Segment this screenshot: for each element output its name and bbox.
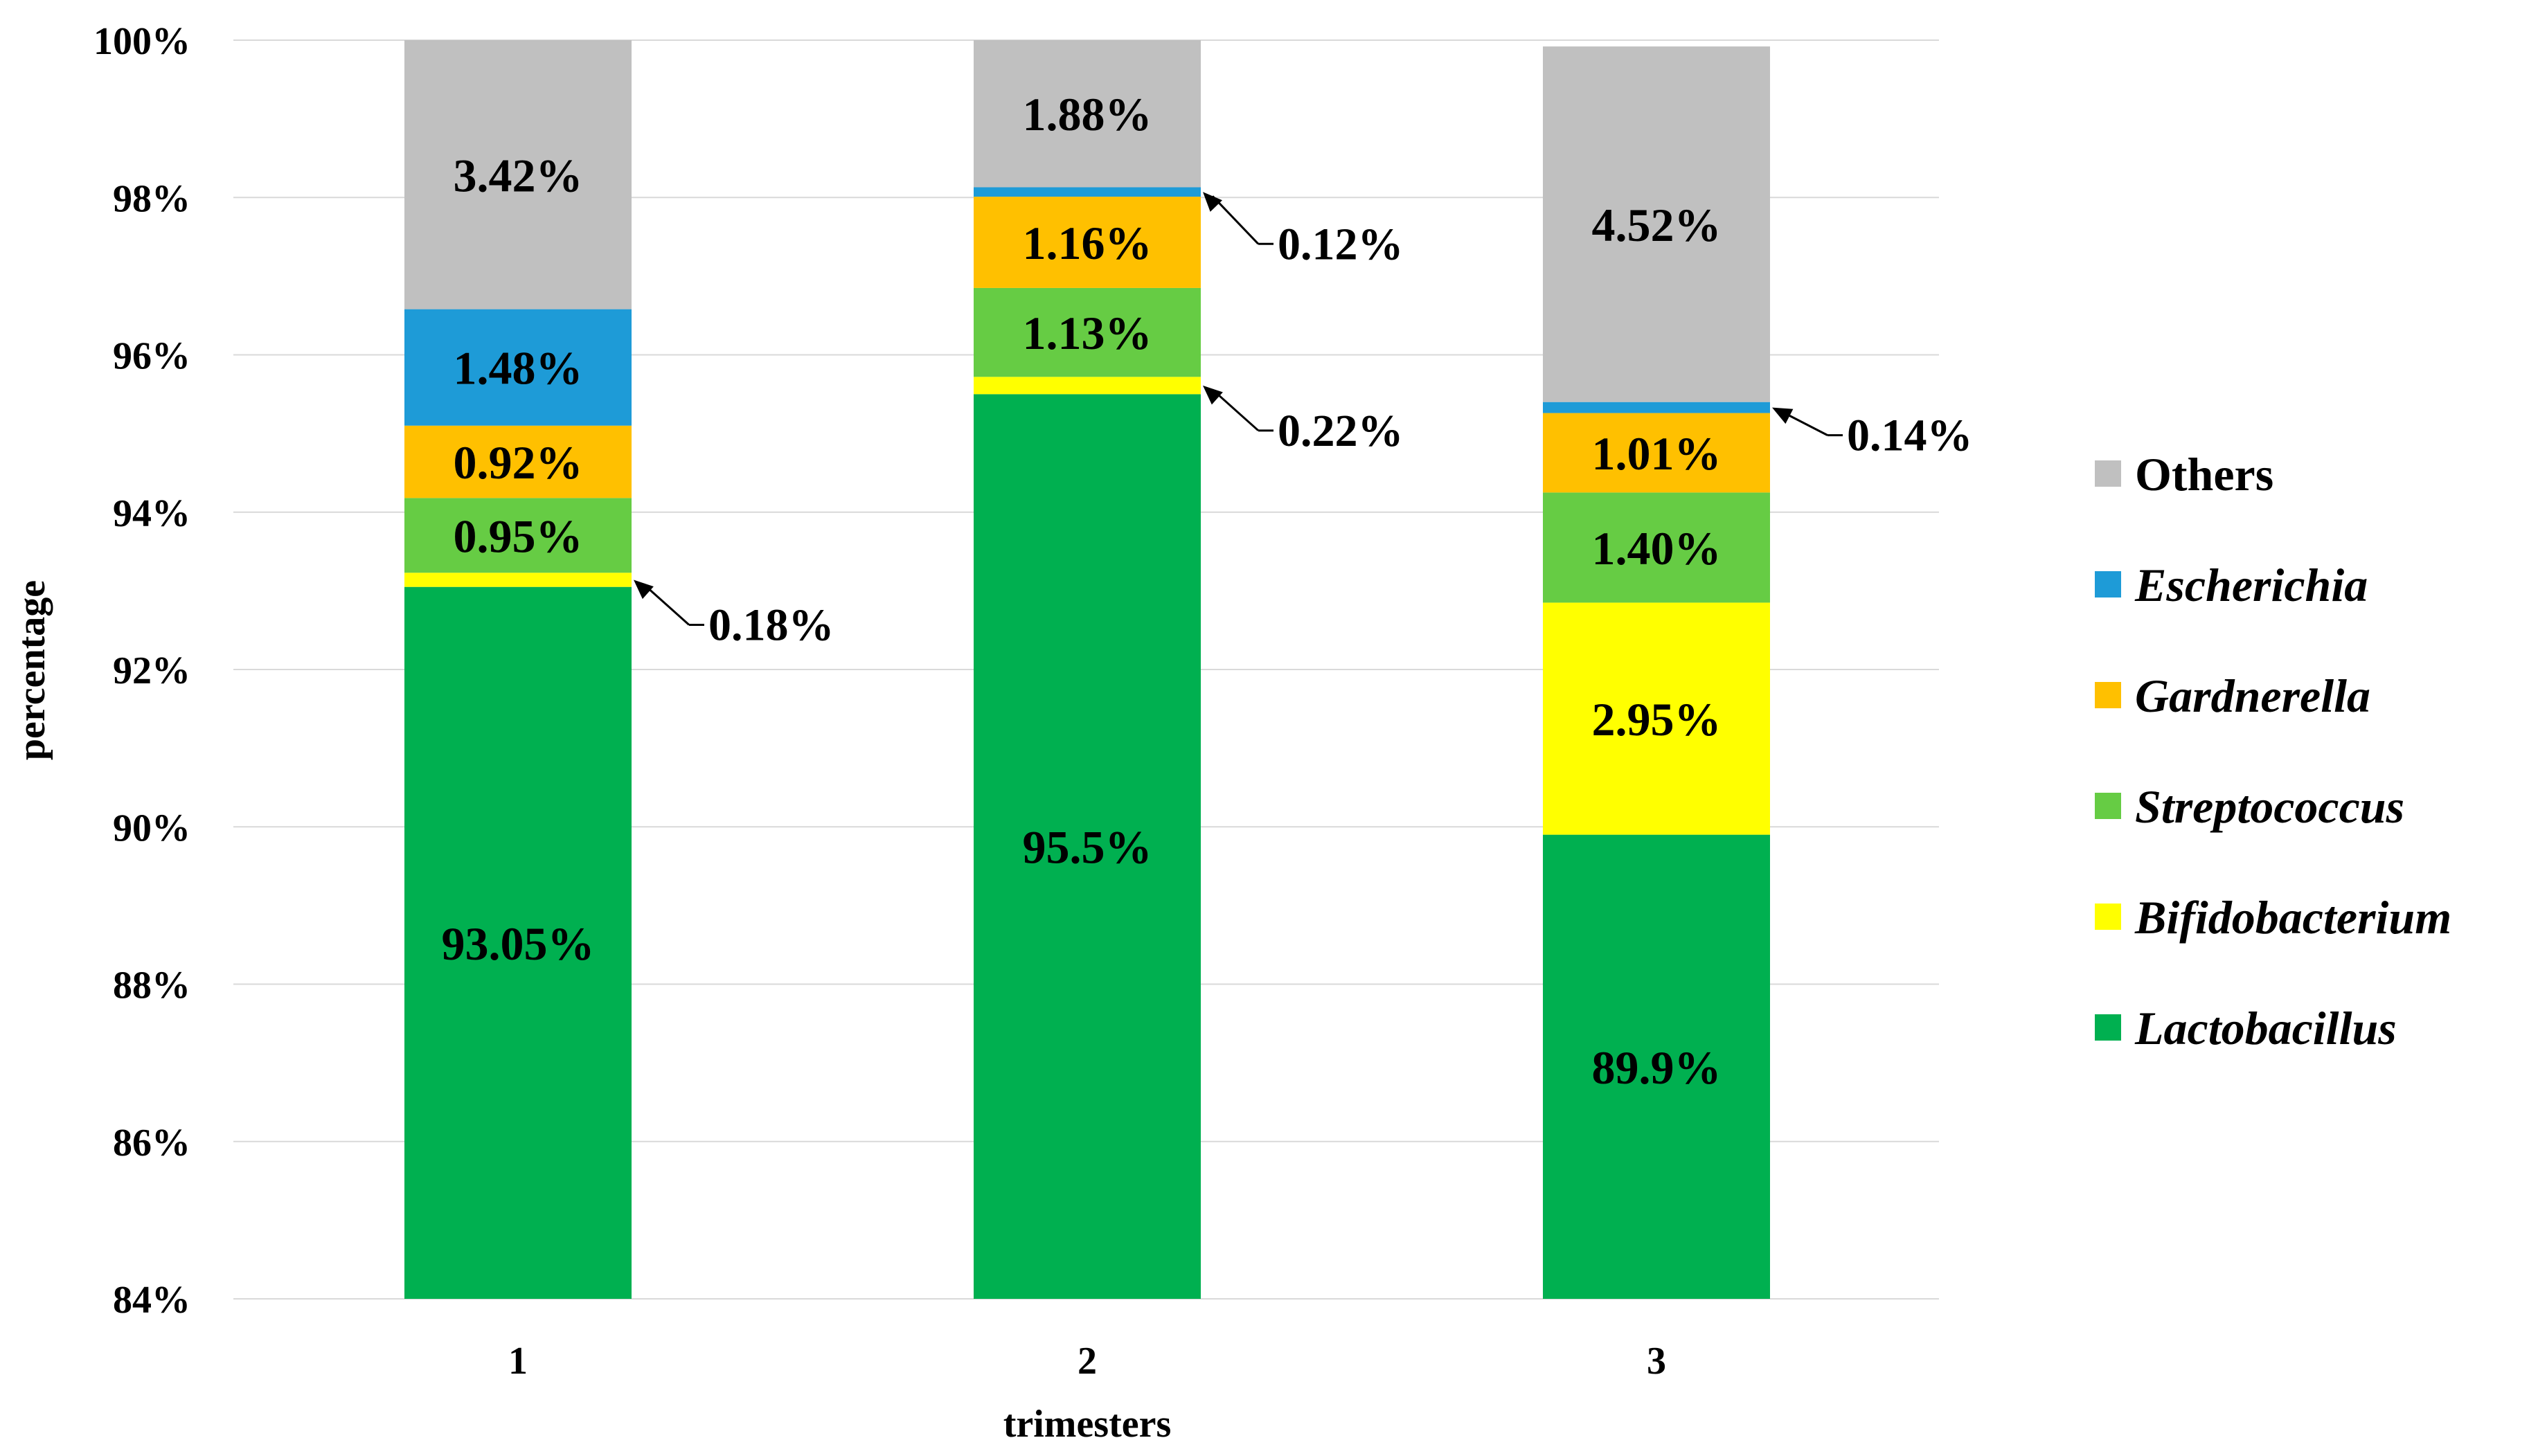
data-label: 1.01% (1592, 427, 1722, 480)
x-tick-label: 2 (1078, 1340, 1097, 1383)
callout-line (643, 583, 690, 626)
x-tick-label: 1 (508, 1340, 528, 1383)
data-label: 1.48% (454, 342, 583, 395)
callout-line (1211, 195, 1260, 245)
bar-segment-streptococcus-3 (1543, 492, 1770, 603)
data-label: 4.52% (1592, 199, 1722, 251)
y-tick-label: 94% (113, 492, 190, 535)
data-label: 93.05% (442, 917, 595, 970)
y-tick-label: 98% (113, 177, 190, 220)
bar-segment-escherichia-1 (404, 309, 632, 426)
data-label: 95.5% (1023, 821, 1152, 874)
y-tick-label: 90% (113, 807, 190, 850)
bar-segment-lactobacillus-1 (404, 586, 632, 1299)
x-axis-title: trimesters (1003, 1403, 1172, 1446)
bar-segment-others-3 (1543, 46, 1770, 402)
y-tick-label: 86% (113, 1122, 190, 1165)
data-labels: 93.05% 0.95% 0.92% 1.48% 3.42% 95.5% 1.13% 1.16… (442, 88, 1722, 1094)
legend-label-lactobacillus: Lactobacillus (2134, 1002, 2397, 1054)
callout-label: 0.14% (1847, 411, 1973, 461)
legend: Others Escherichia Gardnerella Streptococcu… (2095, 448, 2451, 1054)
y-axis-title: percentage (10, 580, 53, 760)
bar-segment-others-1 (404, 40, 632, 309)
callout-arrowhead (1203, 192, 1223, 212)
bar-segment-lactobacillus-3 (1543, 834, 1770, 1299)
y-tick-label: 84% (113, 1279, 190, 1322)
y-tick-label: 100% (93, 20, 190, 63)
callout-arrowhead (1772, 407, 1794, 424)
legend-label-streptococcus: Streptococcus (2135, 780, 2404, 833)
bar-segment-bifidobacterium-2 (974, 377, 1201, 395)
y-tick-label: 88% (113, 964, 190, 1007)
bar-segment-escherichia-3 (1543, 402, 1770, 413)
x-tick-label: 3 (1647, 1340, 1666, 1383)
legend-label-others: Others (2135, 448, 2273, 501)
bar-segment-escherichia-2 (974, 187, 1201, 197)
bars (404, 40, 1770, 1299)
callout-label: 0.22% (1278, 406, 1404, 456)
bar-segment-bifidobacterium-1 (404, 573, 632, 587)
bar-segment-lactobacillus-2 (974, 394, 1201, 1299)
legend-label-gardnerella: Gardnerella (2135, 669, 2370, 722)
callout-arrowhead (634, 579, 654, 600)
bar-segment-gardnerella-2 (974, 197, 1201, 288)
callout-arrowhead (1203, 385, 1223, 405)
data-label: 1.40% (1592, 522, 1722, 575)
legend-swatch-escherichia (2095, 571, 2121, 597)
y-tick-label: 96% (113, 335, 190, 378)
bar-segment-streptococcus-1 (404, 498, 632, 573)
legend-swatch-gardnerella (2095, 682, 2121, 708)
y-tick-label: 92% (113, 649, 190, 692)
data-label: 89.9% (1592, 1041, 1722, 1094)
bar-segment-others-2 (974, 40, 1201, 188)
legend-swatch-lactobacillus (2095, 1014, 2121, 1041)
bar-segment-gardnerella-3 (1543, 413, 1770, 493)
legend-label-escherichia: Escherichia (2134, 559, 2368, 611)
data-label: 1.88% (1023, 88, 1152, 141)
bar-segment-bifidobacterium-3 (1543, 602, 1770, 835)
bar-segment-gardnerella-1 (404, 425, 632, 498)
legend-swatch-others (2095, 460, 2121, 487)
callout-label: 0.12% (1278, 219, 1404, 269)
bar-segment-streptococcus-2 (974, 287, 1201, 377)
data-label: 1.16% (1023, 217, 1152, 269)
data-label: 3.42% (454, 149, 583, 201)
callout-line (1212, 388, 1259, 431)
data-label: 0.95% (454, 510, 583, 562)
legend-label-bifidobacterium: Bifidobacterium (2134, 891, 2451, 944)
callouts: 0.18% 0.22% 0.12% 0.14% (634, 192, 1973, 650)
axes: 84% 86% 88% 90% 92% 94% 96% 98% 100% 1 2 3 (93, 20, 1666, 1383)
data-label: 1.13% (1023, 307, 1152, 359)
legend-swatch-streptococcus (2095, 793, 2121, 819)
legend-swatch-bifidobacterium (2095, 904, 2121, 930)
data-label: 2.95% (1592, 693, 1722, 746)
callout-label: 0.18% (708, 600, 834, 650)
data-label: 0.92% (454, 436, 583, 489)
